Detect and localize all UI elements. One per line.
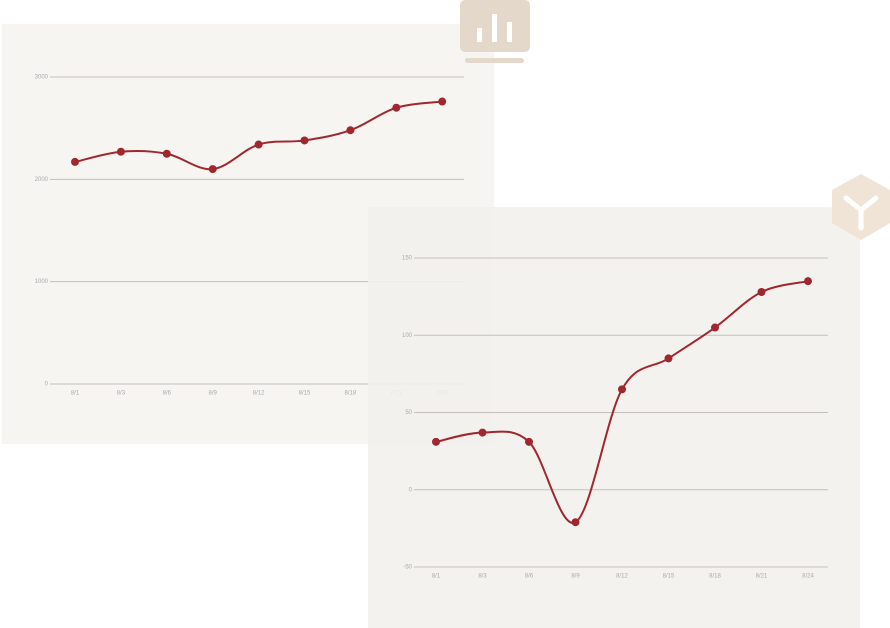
panel	[368, 207, 860, 628]
x-tick-label: 8/15	[299, 391, 311, 397]
point	[525, 437, 533, 446]
x-tick-label: 8/3	[117, 391, 126, 397]
point	[438, 97, 447, 106]
point	[804, 277, 812, 286]
point	[392, 103, 401, 112]
point	[571, 518, 580, 527]
x-tick-label: 8/18	[345, 391, 357, 397]
x-tick-label: 8/1	[71, 391, 80, 397]
y-tick-label: 3000	[35, 75, 49, 81]
y-tick-label: 100	[402, 333, 413, 339]
point	[162, 149, 171, 158]
y-tick-label: 2000	[35, 177, 49, 183]
y-tick-label: 0	[45, 382, 49, 388]
x-tick-label: 8/15	[663, 574, 675, 580]
line	[435, 280, 809, 524]
y-tick-label: 1000	[35, 279, 49, 285]
point	[254, 140, 263, 149]
box-icon[interactable]	[832, 174, 890, 240]
point	[711, 323, 719, 332]
x-tick-label: 8/6	[525, 574, 534, 580]
y-tick-label: 50	[405, 410, 412, 416]
chart-icon[interactable]	[460, 0, 530, 63]
x-tick-label: 8/9	[571, 574, 580, 580]
y-tick-label: -50	[403, 565, 412, 571]
point	[346, 126, 355, 135]
point	[478, 428, 487, 437]
point	[71, 157, 79, 166]
point	[432, 437, 440, 446]
y-tick-label: 150	[402, 256, 413, 262]
point	[300, 136, 309, 145]
chart: -50 0 50 100 150 8/1 8/3 8/6 8/9 8/12 8/15 8/18 8/21…	[402, 256, 828, 580]
x-tick-label: 8/9	[209, 391, 218, 397]
point	[757, 287, 766, 296]
x-tick-label: 8/21	[756, 574, 768, 580]
point	[208, 165, 217, 174]
point	[664, 354, 673, 363]
y-tick-label: 0	[409, 487, 413, 493]
x-tick-label: 8/24	[802, 574, 814, 580]
x-tick-label: 8/6	[163, 391, 172, 397]
x-tick-label: 8/1	[432, 574, 441, 580]
x-tick-label: 8/3	[478, 574, 487, 580]
x-tick-label: 8/18	[709, 574, 721, 580]
x-tick-label: 8/12	[616, 574, 628, 580]
point	[116, 147, 125, 156]
x-tick-label: 8/12	[253, 391, 265, 397]
point	[618, 385, 626, 394]
